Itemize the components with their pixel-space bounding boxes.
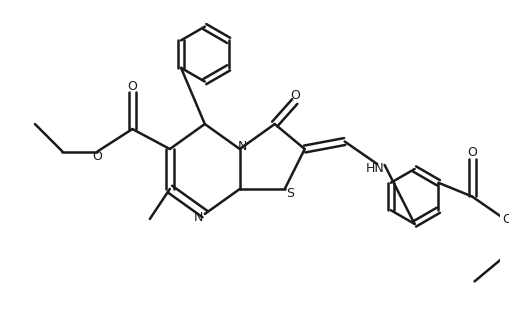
Text: HN: HN [364, 163, 383, 175]
Text: O: O [127, 80, 137, 93]
Text: O: O [501, 213, 509, 226]
Text: N: N [194, 211, 203, 224]
Text: S: S [285, 187, 293, 200]
Text: O: O [289, 89, 299, 102]
Text: N: N [237, 140, 246, 153]
Text: O: O [92, 150, 102, 163]
Text: O: O [466, 146, 476, 159]
